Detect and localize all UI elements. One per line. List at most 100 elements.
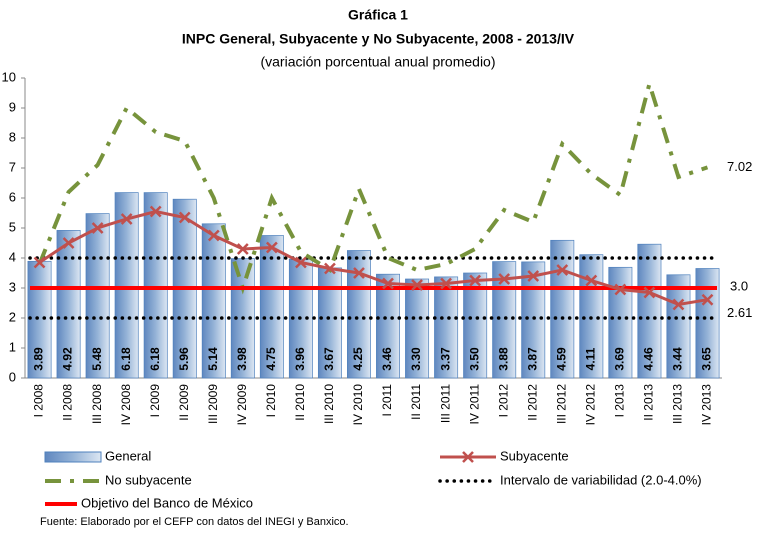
y-tick-label: 2 bbox=[9, 309, 16, 324]
legend-label: Subyacente bbox=[500, 448, 569, 463]
bar-value-label: 3.50 bbox=[467, 347, 481, 371]
marker bbox=[207, 229, 220, 242]
bar bbox=[695, 268, 720, 379]
bar bbox=[347, 250, 371, 379]
bar-value-label: 3.67 bbox=[322, 347, 336, 371]
line bbox=[37, 76, 709, 295]
line bbox=[38, 209, 708, 307]
bar-value-label: 3.88 bbox=[496, 347, 510, 371]
x-tick-label: IV 2010 bbox=[351, 384, 365, 426]
end-label: 3.0 bbox=[730, 278, 748, 293]
bar bbox=[434, 276, 459, 379]
bar-value-label: 4.11 bbox=[583, 347, 597, 370]
marker bbox=[295, 256, 307, 269]
x-tick-label: IV 2009 bbox=[235, 384, 249, 426]
y-tick-label: 6 bbox=[9, 189, 16, 204]
bar-value-label: 6.18 bbox=[119, 347, 133, 371]
bar bbox=[492, 261, 517, 379]
chart-subtitle: INPC General, Subyacente y No Subyacente… bbox=[182, 31, 575, 47]
bar bbox=[201, 223, 226, 379]
x-tick-label: IV 2008 bbox=[119, 384, 133, 426]
marker bbox=[498, 273, 511, 285]
marker bbox=[33, 256, 46, 269]
source-note: Fuente: Elaborado por el CEFP con datos … bbox=[40, 516, 349, 528]
y-tick-label: 1 bbox=[9, 339, 16, 354]
bar-value-label: 3.98 bbox=[235, 347, 249, 371]
bar-value-label: 4.25 bbox=[351, 347, 365, 371]
bar bbox=[85, 213, 110, 379]
bar bbox=[637, 243, 662, 379]
bar bbox=[608, 266, 633, 379]
legend-label: Intervalo de variabilidad (2.0-4.0%) bbox=[500, 472, 702, 487]
bar-value-label: 4.75 bbox=[264, 347, 278, 371]
bar bbox=[259, 235, 284, 379]
bar bbox=[114, 192, 139, 379]
x-tick-label: III 2013 bbox=[671, 384, 685, 424]
marker bbox=[469, 274, 482, 287]
marker bbox=[527, 270, 540, 282]
bar bbox=[56, 230, 81, 379]
chart-title: Gráfica 1 bbox=[348, 7, 408, 23]
marker bbox=[149, 205, 162, 218]
bar-value-label: 4.92 bbox=[61, 347, 75, 371]
x-tick-label: III 2011 bbox=[438, 384, 452, 423]
bar-value-label: 5.48 bbox=[90, 347, 104, 371]
marker bbox=[353, 267, 365, 279]
legend-label: Objetivo del Banco de México bbox=[81, 495, 253, 510]
y-tick-label: 9 bbox=[9, 99, 16, 114]
bar-value-label: 6.18 bbox=[148, 347, 162, 371]
marker bbox=[382, 277, 394, 290]
x-tick-label: I 2008 bbox=[32, 384, 46, 418]
y-tick-label: 7 bbox=[9, 159, 16, 174]
x-tick-label: III 2012 bbox=[554, 384, 568, 424]
bar-value-label: 4.59 bbox=[554, 347, 568, 371]
x-tick-label: I 2013 bbox=[613, 384, 627, 418]
y-tick-label: 3 bbox=[9, 279, 16, 294]
y-label: (variación porcentual anual promedio) bbox=[260, 54, 495, 70]
marker bbox=[643, 286, 656, 299]
end-label: 7.02 bbox=[727, 159, 752, 174]
x-tick-label: II 2011 bbox=[409, 384, 423, 420]
marker bbox=[556, 264, 569, 276]
marker bbox=[62, 237, 75, 249]
marker bbox=[701, 293, 714, 306]
legend-swatch bbox=[462, 451, 474, 463]
legend-label: General bbox=[105, 448, 151, 463]
bar-value-label: 5.96 bbox=[177, 347, 191, 371]
legend-swatch bbox=[44, 451, 102, 463]
x-tick-label: II 2013 bbox=[642, 384, 656, 421]
bar-value-label: 3.44 bbox=[671, 347, 685, 371]
bar bbox=[550, 239, 575, 379]
bar-value-label: 3.96 bbox=[293, 347, 307, 371]
x-tick-label: III 2008 bbox=[90, 384, 104, 424]
marker bbox=[440, 277, 452, 290]
marker bbox=[236, 243, 249, 255]
bar bbox=[463, 272, 488, 379]
y-tick-label: 0 bbox=[9, 369, 16, 384]
bar-value-label: 3.89 bbox=[32, 347, 46, 371]
y-tick-label: 5 bbox=[9, 219, 16, 234]
x-tick-label: II 2012 bbox=[525, 384, 539, 421]
bar-value-label: 3.87 bbox=[525, 347, 539, 371]
y-tick-label: 8 bbox=[9, 129, 16, 144]
bar bbox=[376, 273, 400, 379]
marker bbox=[324, 262, 336, 275]
bar-value-label: 3.46 bbox=[380, 347, 394, 371]
y-tick-label: 4 bbox=[9, 249, 16, 264]
marker bbox=[120, 213, 133, 225]
bar-value-label: 3.65 bbox=[700, 347, 714, 371]
x-tick-label: IV 2013 bbox=[700, 384, 714, 426]
x-tick-label: II 2009 bbox=[177, 384, 191, 421]
marker bbox=[91, 222, 104, 234]
x-tick-label: III 2009 bbox=[206, 384, 220, 424]
x-tick-label: I 2011 bbox=[380, 384, 394, 417]
marker bbox=[614, 283, 627, 296]
bar bbox=[405, 278, 430, 379]
x-tick-label: II 2008 bbox=[61, 384, 75, 421]
x-tick-label: I 2010 bbox=[264, 384, 278, 418]
x-tick-label: I 2012 bbox=[496, 384, 510, 418]
marker bbox=[585, 274, 598, 287]
marker bbox=[672, 298, 685, 311]
marker bbox=[265, 241, 278, 254]
